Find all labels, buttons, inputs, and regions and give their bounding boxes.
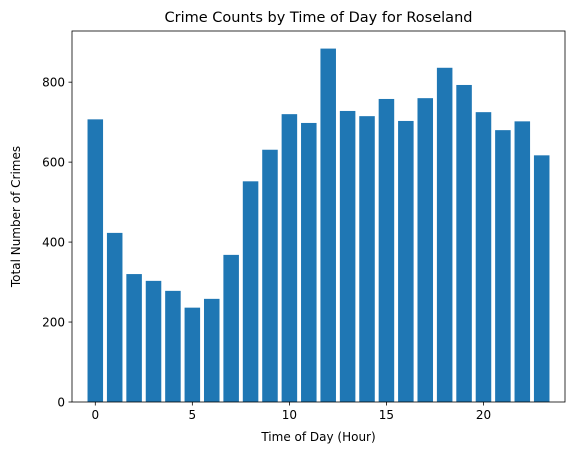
bar-hour-22 bbox=[514, 121, 531, 403]
bar-hour-7 bbox=[223, 254, 239, 402]
x-axis-ticks: 0 5 10 15 20 bbox=[91, 402, 491, 422]
plot-frame bbox=[71, 30, 566, 403]
bar-hour-3 bbox=[145, 280, 162, 402]
y-tick-label: 800 bbox=[42, 76, 65, 90]
y-tick-label: 600 bbox=[42, 156, 65, 170]
bar-hour-13 bbox=[339, 110, 356, 402]
x-tick-label: 5 bbox=[189, 408, 197, 422]
bar-hour-16 bbox=[398, 120, 414, 402]
y-tick-label: 0 bbox=[57, 396, 65, 410]
y-axis-label: Total Number of Crimes bbox=[9, 146, 23, 288]
bar-hour-14 bbox=[359, 116, 375, 402]
bar-hour-11 bbox=[301, 122, 317, 402]
bars-group bbox=[87, 48, 550, 403]
bar-hour-0 bbox=[87, 119, 104, 403]
x-tick-label: 10 bbox=[282, 408, 297, 422]
chart-title: Crime Counts by Time of Day for Roseland bbox=[165, 10, 473, 26]
bar-hour-6 bbox=[203, 298, 220, 402]
bar-hour-20 bbox=[475, 112, 492, 402]
bar-hour-18 bbox=[436, 67, 453, 402]
x-axis-label: Time of Day (Hour) bbox=[260, 430, 375, 444]
y-tick-label: 200 bbox=[42, 316, 65, 330]
x-tick-label: 15 bbox=[379, 408, 394, 422]
bar-hour-2 bbox=[126, 274, 142, 402]
bar-hour-21 bbox=[495, 130, 511, 402]
bar-hour-5 bbox=[184, 307, 201, 402]
bar-hour-12 bbox=[320, 48, 336, 403]
y-axis-ticks: 0 200 400 600 800 bbox=[42, 76, 72, 410]
bar-hour-23 bbox=[533, 155, 550, 402]
bar-hour-17 bbox=[417, 98, 434, 403]
bar-hour-4 bbox=[165, 290, 181, 402]
x-tick-label: 20 bbox=[476, 408, 491, 422]
bar-hour-9 bbox=[262, 149, 278, 402]
x-tick-label: 0 bbox=[91, 408, 99, 422]
bar-hour-10 bbox=[281, 114, 298, 402]
bar-hour-19 bbox=[456, 84, 472, 403]
bar-hour-15 bbox=[378, 98, 395, 402]
y-tick-label: 400 bbox=[42, 236, 65, 250]
bar-hour-1 bbox=[106, 232, 123, 402]
bar-hour-8 bbox=[242, 181, 259, 402]
